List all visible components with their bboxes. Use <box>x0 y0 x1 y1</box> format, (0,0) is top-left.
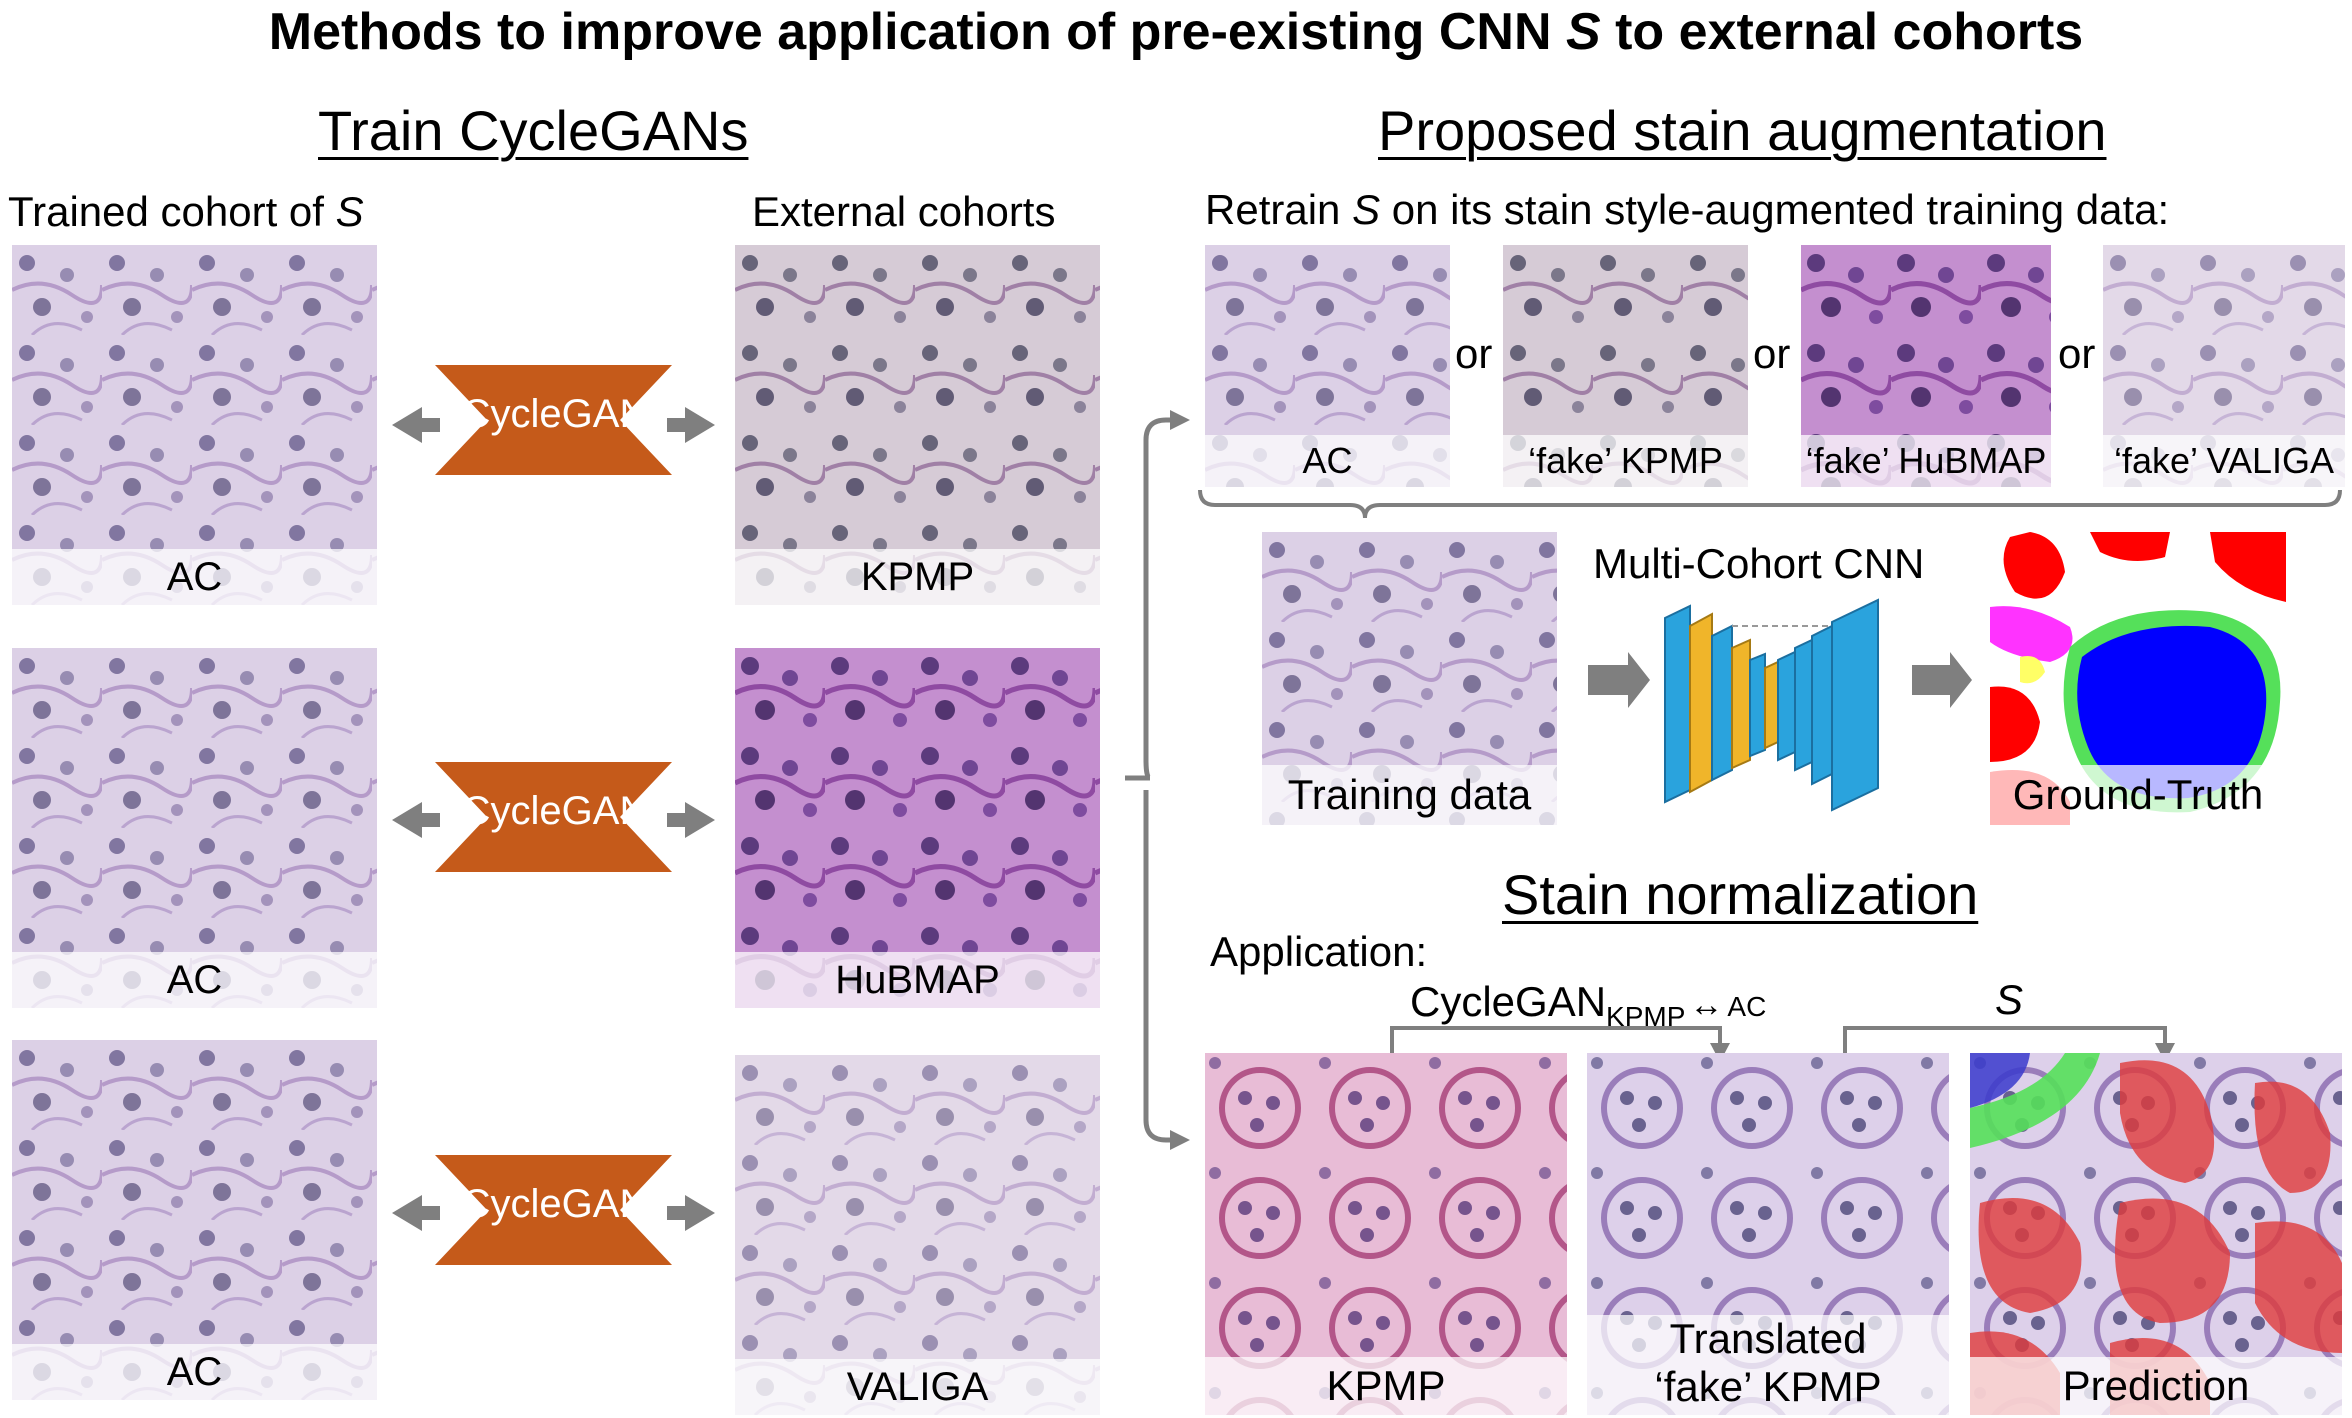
norm-translated-caption: Translated ‘fake’ KPMP <box>1587 1315 1949 1415</box>
trained-cohort-italic: S <box>335 188 364 235</box>
hubmap-tile: HuBMAP <box>735 648 1100 1008</box>
or-3: or <box>2058 330 2096 377</box>
norm-kpmp-tile: KPMP <box>1205 1053 1567 1415</box>
augment-subtitle: Retrain S on its stain style-augmented t… <box>1205 186 2169 234</box>
train-cyclegans-heading: Train CycleGANs <box>318 99 749 162</box>
norm-prediction-tile: Prediction <box>1970 1053 2342 1415</box>
figure-title: Methods to improve application of pre-ex… <box>0 2 2352 62</box>
aug-caption-fake-hubmap: ‘fake’ HuBMAP <box>1801 435 2051 487</box>
augment-subtitle-italic: S <box>1352 186 1381 233</box>
aug-tile-ac: AC <box>1205 245 1450 487</box>
title-italic: S <box>1565 3 1601 61</box>
cyclegan-kpmp-ac-label: CycleGANKPMP ↔ AC <box>1410 978 1767 1032</box>
hubmap-caption: HuBMAP <box>735 952 1100 1008</box>
trained-cohort-prefix: Trained cohort of <box>8 188 336 235</box>
cyclegan-shape-1 <box>435 365 672 475</box>
valiga-tile: VALIGA <box>735 1055 1100 1415</box>
cyclegan-label-3: CycleGAN <box>461 1182 649 1226</box>
aug-caption-ac: AC <box>1205 435 1450 487</box>
cyclegan-label-2: CycleGAN <box>461 789 649 833</box>
s-model-label: S <box>1995 976 2024 1023</box>
aug-caption-fake-valiga: ‘fake’ VALIGA <box>2103 435 2345 487</box>
norm-gan-sub: KPMP <box>1606 1001 1686 1032</box>
aug-tile-fake-valiga: ‘fake’ VALIGA <box>2103 245 2345 487</box>
augment-subtitle-suffix: on its stain style-augmented training da… <box>1380 186 2170 233</box>
aug-caption-fake-kpmp: ‘fake’ KPMP <box>1503 435 1748 487</box>
stain-augmentation-heading: Proposed stain augmentation <box>1378 99 2107 162</box>
training-data-caption: Training data <box>1262 765 1557 825</box>
cyclegan-block-3 <box>392 1155 715 1265</box>
ground-truth-caption: Ground-Truth <box>1990 765 2286 825</box>
norm-gan-label: CycleGAN <box>1410 978 1607 1025</box>
trained-cohort-label: Trained cohort of S <box>8 188 364 236</box>
norm-gan-arrow: ↔ <box>1689 986 1724 1024</box>
or-1: or <box>1455 330 1493 377</box>
norm-prediction-caption: Prediction <box>1970 1357 2342 1415</box>
title-prefix: Methods to improve application of pre-ex… <box>268 3 1566 61</box>
ac-tile-1: AC <box>12 245 377 605</box>
training-data-tile: Training data <box>1262 532 1557 825</box>
title-suffix: to external cohorts <box>1600 3 2084 61</box>
ac-caption-3: AC <box>12 1344 377 1400</box>
or-2: or <box>1753 330 1791 377</box>
ground-truth-tile: Ground-Truth <box>1990 532 2286 825</box>
translated-line-2: ‘fake’ KPMP <box>1654 1363 1882 1410</box>
multi-cohort-cnn-label: Multi-Cohort CNN <box>1593 540 1925 587</box>
ac-caption-2: AC <box>12 952 377 1008</box>
valiga-caption: VALIGA <box>735 1359 1100 1415</box>
cyclegan-shape-2 <box>435 762 672 872</box>
external-cohorts-label: External cohorts <box>752 188 1056 235</box>
cyclegan-shape-3 <box>435 1155 672 1265</box>
norm-gan-ac: AC <box>1727 991 1767 1022</box>
ac-caption-1: AC <box>12 549 377 605</box>
aug-tile-fake-kpmp: ‘fake’ KPMP <box>1503 245 1748 487</box>
kpmp-tile: KPMP <box>735 245 1100 605</box>
cyclegan-block-2 <box>392 762 715 872</box>
translated-line-1: Translated <box>1669 1315 1867 1362</box>
kpmp-caption: KPMP <box>735 549 1100 605</box>
application-label: Application: <box>1210 928 1428 975</box>
norm-kpmp-caption: KPMP <box>1205 1357 1567 1415</box>
ac-tile-2: AC <box>12 648 377 1008</box>
cyclegan-label-1: CycleGAN <box>461 392 649 436</box>
augment-subtitle-prefix: Retrain <box>1205 186 1353 233</box>
aug-tile-fake-hubmap: ‘fake’ HuBMAP <box>1801 245 2051 487</box>
cyclegan-block-1 <box>392 365 715 475</box>
stain-normalization-heading: Stain normalization <box>1502 863 1979 926</box>
ac-tile-3: AC <box>12 1040 377 1400</box>
norm-translated-tile: Translated ‘fake’ KPMP <box>1587 1053 1949 1415</box>
cnn-illustration <box>1664 598 1879 812</box>
